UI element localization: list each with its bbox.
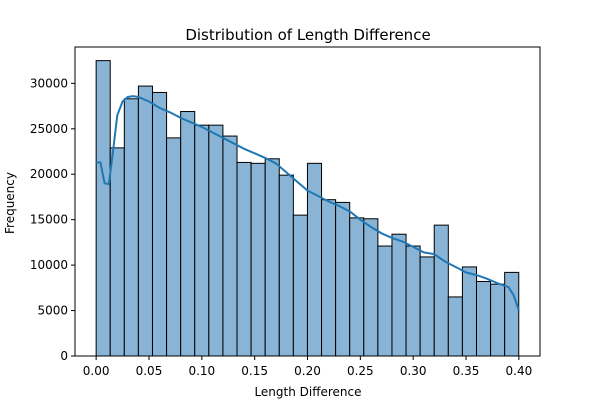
histogram-bar [137,85,153,357]
x-tick-label: 0.20 [294,364,321,378]
y-tick-label: 15000 [30,213,68,227]
histogram-bar [278,174,294,357]
histogram-bar [377,245,393,357]
x-tick-label: 0.10 [188,364,215,378]
histogram-bars [95,60,520,357]
x-tick-label: 0.30 [400,364,427,378]
histogram-bar [335,201,351,357]
histogram-bar [363,218,379,357]
histogram-bar [461,266,477,357]
plot-frame [74,46,541,357]
x-tick-label: 0.35 [453,364,480,378]
x-tick-label: 0.15 [241,364,268,378]
x-tick-label: 0.40 [506,364,533,378]
y-tick-label: 30000 [30,76,68,90]
x-axis-label: Length Difference [254,385,361,399]
histogram-bar [391,233,407,357]
x-tick-label: 0.25 [347,364,374,378]
histogram-bar [208,124,224,357]
x-tick-label: 0.05 [136,364,163,378]
histogram-bar [447,296,463,357]
histogram-bar [194,124,210,357]
y-tick-label: 5000 [37,304,68,318]
histogram-bar [475,280,492,357]
y-axis-label: Frequency [3,172,17,234]
histogram-bar [151,91,168,357]
histogram-bar [123,98,139,357]
histogram-bar [433,224,449,357]
histogram-bar [405,245,421,357]
histogram-bar [222,135,238,357]
histogram-bar [236,161,252,357]
y-axis-ticks: 0 5000 10000 15000 20000 25000 30000 [30,76,75,363]
kde-curve [96,95,520,311]
x-axis-ticks: 0.00 0.05 0.10 0.15 0.20 0.25 0.30 0.35 0.40 [83,356,532,378]
histogram-bar [109,147,125,357]
histogram-bar [349,217,365,357]
histogram-bar [292,214,308,357]
y-tick-label: 25000 [30,122,68,136]
y-tick-label: 10000 [30,258,68,272]
histogram-bar [95,60,111,357]
histogram-bar [504,271,520,357]
y-tick-label: 0 [60,349,68,363]
y-tick-label: 20000 [30,167,68,181]
histogram-bar [490,283,506,357]
histogram-bar [264,158,280,357]
histogram-bar [321,199,337,357]
chart-title: Distribution of Length Difference [185,26,430,44]
histogram-bar [250,162,266,357]
x-tick-label: 0.00 [83,364,110,378]
histogram-bar [180,111,196,357]
histogram-bar [419,256,435,357]
histogram-bar [166,137,182,357]
